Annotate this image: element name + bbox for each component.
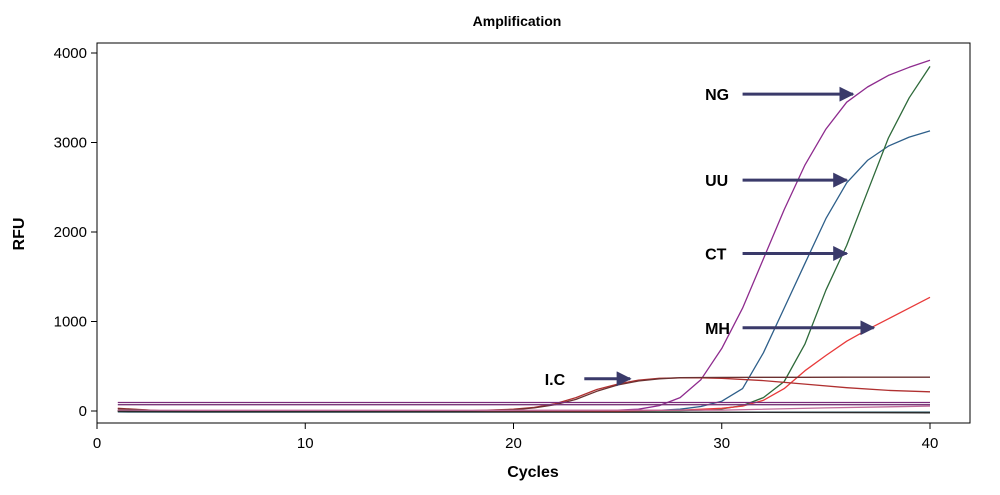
x-axis: 0 10 20 30 40: [93, 423, 939, 452]
y-tick-label: 2000: [54, 224, 87, 241]
y-tick-label: 4000: [54, 45, 87, 62]
y-axis: 0 1000 2000 3000 4000: [54, 45, 97, 420]
chart-title: Amplification: [473, 13, 562, 29]
series-line-3: [117, 66, 931, 412]
series-line-4: [117, 296, 931, 412]
annotation-label-ic: I.C: [545, 372, 566, 389]
series-line-9: [117, 405, 931, 411]
annotation-layer: NG UU CT MH I.C: [545, 86, 876, 389]
series-line-1: [117, 59, 931, 412]
plot-frame: [96, 42, 971, 424]
series-layer: [117, 59, 931, 414]
y-tick-label: 3000: [54, 135, 87, 152]
series-line-5: [117, 377, 931, 412]
x-axis-title: Cycles: [507, 464, 559, 481]
x-tick-label: 20: [505, 435, 522, 452]
annotation-label-ct: CT: [705, 246, 727, 263]
x-tick-label: 30: [713, 435, 730, 452]
y-tick-label: 1000: [54, 314, 87, 331]
annotation-label-ng: NG: [705, 87, 729, 104]
x-tick-label: 0: [93, 435, 101, 452]
series-line-11: [117, 410, 931, 414]
series-line-6: [117, 376, 930, 412]
y-tick-label: 0: [79, 403, 87, 420]
annotation-label-uu: UU: [705, 173, 728, 190]
annotation-label-mh: MH: [705, 321, 730, 338]
y-axis-title: RFU: [11, 218, 28, 251]
x-tick-label: 40: [922, 435, 939, 452]
x-tick-label: 10: [297, 435, 314, 452]
